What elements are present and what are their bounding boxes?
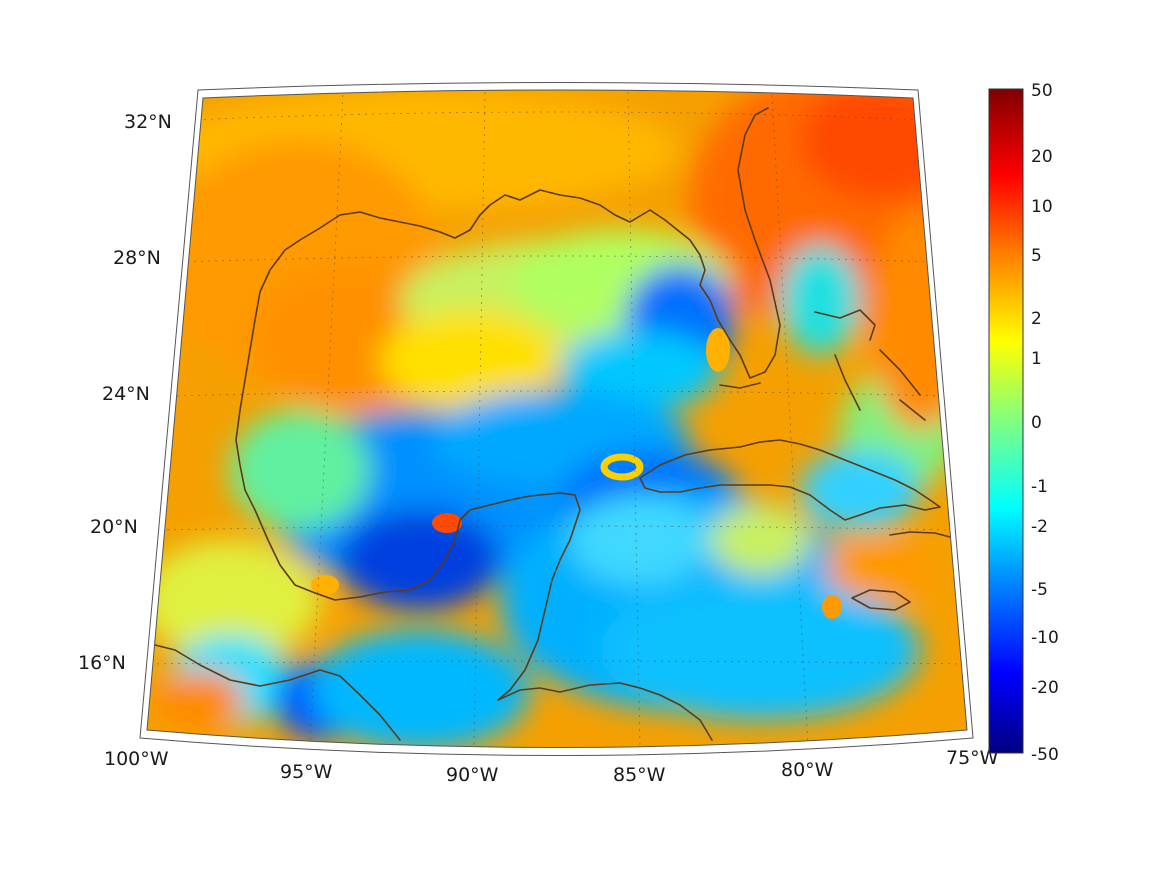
lat-label-32: 32°N — [124, 111, 172, 133]
lon-label-95: 95°W — [280, 761, 333, 783]
graticule — [149, 91, 966, 748]
colorbar-label: 50 — [1031, 81, 1053, 101]
map-frame-inner — [146, 89, 968, 748]
colorbar-label: -2 — [1031, 517, 1048, 537]
lon-label-100: 100°W — [104, 748, 169, 770]
colorbar-label: 5 — [1031, 246, 1042, 266]
colorbar: 50 20 10 5 2 1 0 -1 -2 -5 -10 -20 -50 — [988, 81, 1059, 765]
colorbar-gradient — [988, 88, 1024, 754]
colorbar-label: 20 — [1031, 147, 1053, 167]
lat-label-16: 16°N — [78, 652, 126, 674]
colorbar-label: 0 — [1031, 413, 1042, 433]
coastline-central-america — [154, 644, 713, 741]
coastline-bahamas — [814, 309, 926, 421]
lon-label-75: 75°W — [946, 747, 999, 769]
lat-label-28: 28°N — [113, 247, 161, 269]
colorbar-ticks: 50 20 10 5 2 1 0 -1 -2 -5 -10 -20 -50 — [1031, 81, 1059, 765]
colorbar-label: -50 — [1031, 745, 1059, 765]
lat-labels: 32°N 28°N 24°N 20°N 16°N — [78, 111, 172, 674]
colorbar-label: 1 — [1031, 349, 1042, 369]
colorbar-label: -20 — [1031, 678, 1059, 698]
coastline-hispaniola — [889, 531, 951, 538]
coastline-keys — [719, 382, 761, 389]
colorbar-label: 10 — [1031, 197, 1053, 217]
coastline-cuba — [639, 439, 941, 521]
lon-label-85: 85°W — [613, 764, 666, 786]
lat-label-24: 24°N — [102, 383, 150, 405]
lon-label-90: 90°W — [446, 764, 499, 786]
data-field — [147, 90, 967, 748]
colorbar-label: -10 — [1031, 628, 1059, 648]
colorbar-label: -5 — [1031, 580, 1048, 600]
colorbar-label: -1 — [1031, 477, 1048, 497]
coastline-jamaica — [851, 589, 911, 611]
colorbar-label: 2 — [1031, 309, 1042, 329]
lon-label-80: 80°W — [781, 759, 834, 781]
map-frame — [139, 82, 974, 756]
lon-labels: 100°W 95°W 90°W 85°W 80°W 75°W — [104, 747, 999, 786]
coastline-gulf — [235, 107, 781, 701]
lat-label-20: 20°N — [90, 516, 138, 538]
coastlines — [154, 107, 951, 741]
